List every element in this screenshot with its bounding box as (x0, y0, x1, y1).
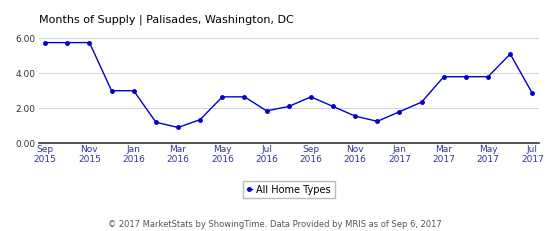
All Home Types (197, 118, 204, 121)
All Home Types (108, 89, 115, 92)
All Home Types (285, 105, 292, 108)
All Home Types (219, 95, 225, 98)
All Home Types (507, 53, 514, 55)
All Home Types (374, 120, 381, 123)
All Home Types (42, 41, 48, 44)
All Home Types (396, 110, 403, 113)
All Home Types (441, 75, 447, 78)
All Home Types (529, 92, 536, 95)
Text: © 2017 MarketStats by ShowingTime. Data Provided by MRIS as of Sep 6, 2017: © 2017 MarketStats by ShowingTime. Data … (108, 220, 442, 229)
All Home Types (485, 75, 491, 78)
All Home Types (130, 89, 137, 92)
All Home Types (175, 126, 182, 129)
Legend: All Home Types: All Home Types (243, 181, 335, 198)
All Home Types (307, 95, 314, 98)
All Home Types (241, 95, 248, 98)
All Home Types (152, 121, 159, 124)
Text: Months of Supply | Palisades, Washington, DC: Months of Supply | Palisades, Washington… (39, 14, 293, 25)
All Home Types (352, 115, 359, 118)
Line: All Home Types: All Home Types (43, 41, 534, 129)
All Home Types (330, 105, 337, 108)
All Home Types (263, 109, 270, 112)
All Home Types (463, 75, 469, 78)
All Home Types (419, 101, 425, 103)
All Home Types (64, 41, 70, 44)
All Home Types (86, 41, 93, 44)
